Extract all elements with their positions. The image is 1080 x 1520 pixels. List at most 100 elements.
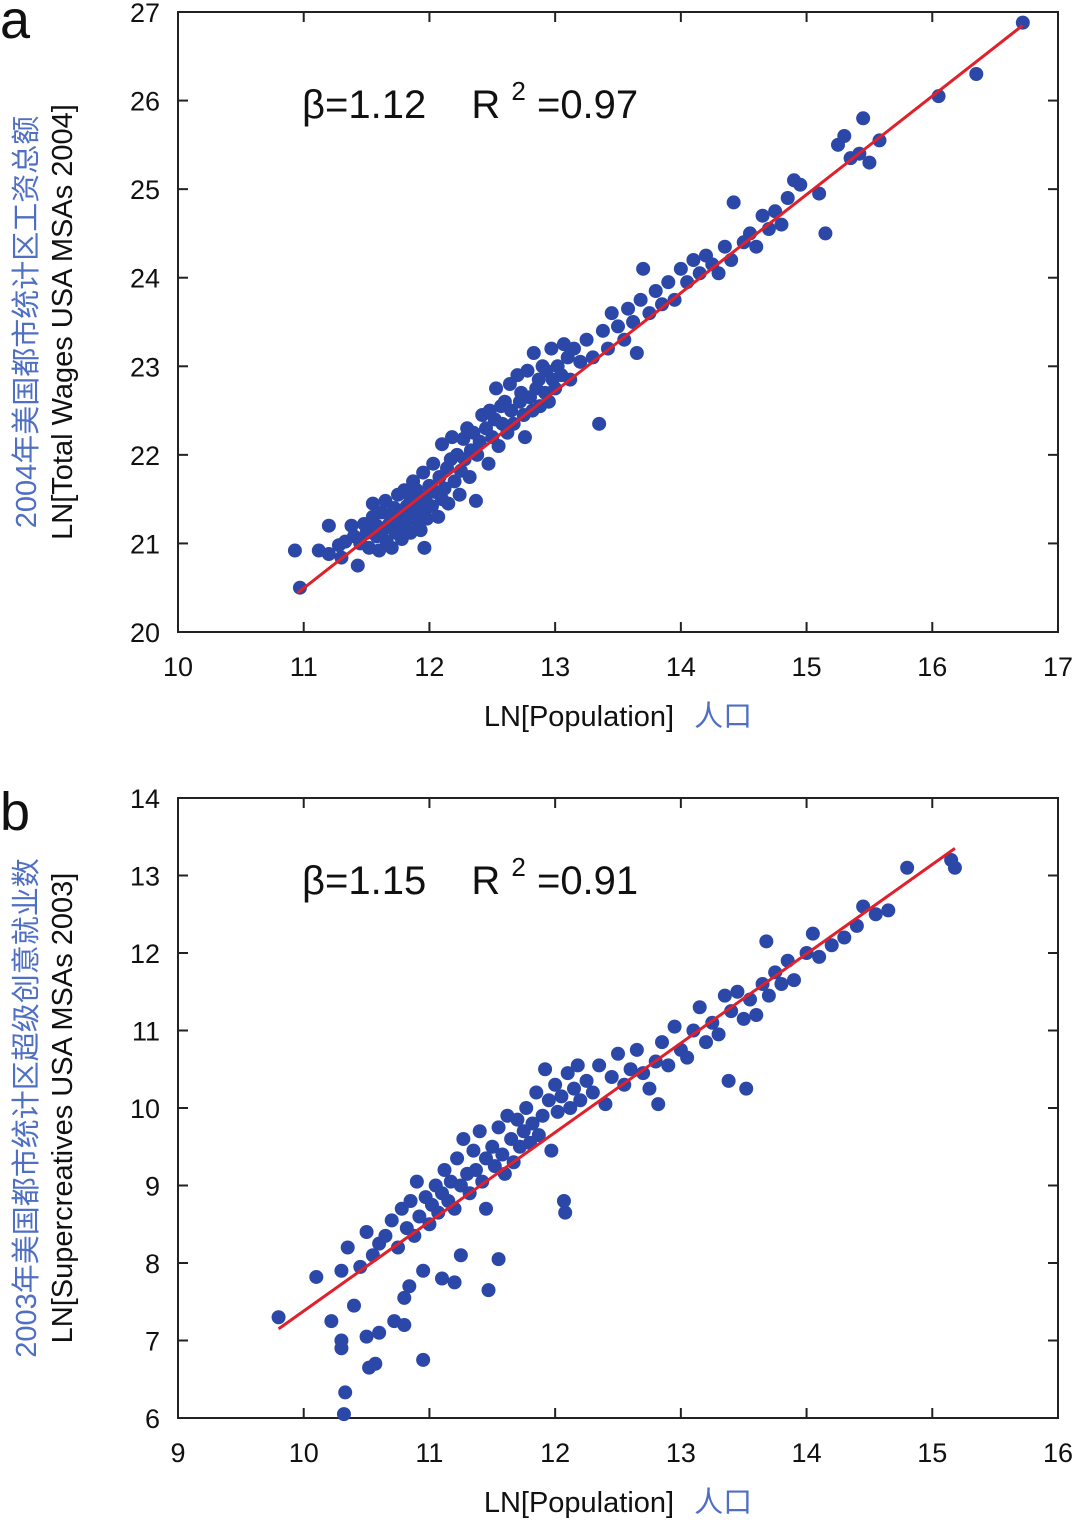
y-tick-label: 8 bbox=[145, 1249, 160, 1279]
scatter-point bbox=[969, 67, 984, 81]
scatter-point bbox=[419, 511, 434, 526]
scatter-point bbox=[724, 1004, 739, 1019]
scatter-point bbox=[780, 191, 795, 205]
x-axis-label-a: LN[Population] 人口 bbox=[484, 701, 752, 733]
scatter-point bbox=[699, 1035, 713, 1050]
scatter-point bbox=[947, 860, 962, 875]
scatter-point bbox=[856, 111, 871, 126]
scatter-point bbox=[391, 1240, 405, 1255]
scatter-point bbox=[642, 1081, 657, 1096]
scatter-point bbox=[686, 253, 701, 267]
scatter-point bbox=[673, 261, 688, 276]
scatter-point bbox=[730, 984, 745, 999]
scatter-point bbox=[554, 1089, 569, 1104]
scatter-point bbox=[717, 239, 732, 254]
x-tick-label: 17 bbox=[1043, 652, 1073, 682]
scatter-point bbox=[510, 1112, 525, 1127]
scatter-point bbox=[849, 918, 864, 933]
scatter-point bbox=[881, 903, 896, 918]
scatter-point bbox=[520, 363, 535, 378]
y-tick-label: 21 bbox=[130, 529, 160, 559]
scatter-point bbox=[755, 208, 770, 223]
panel-letter-b: b bbox=[0, 782, 30, 842]
scatter-point bbox=[736, 1011, 751, 1026]
scatter-point bbox=[453, 1248, 468, 1263]
y-tick-label: 12 bbox=[130, 939, 160, 969]
scatter-point bbox=[592, 416, 607, 431]
scatter-point bbox=[567, 341, 581, 356]
scatter-point bbox=[495, 1147, 510, 1162]
scatter-point bbox=[872, 133, 887, 148]
scatter-point bbox=[667, 1019, 682, 1034]
x-tick-label: 9 bbox=[170, 1438, 185, 1468]
r2-exp-b: 2 bbox=[511, 852, 525, 882]
scatter-point bbox=[604, 1070, 619, 1084]
scatter-point bbox=[402, 1279, 417, 1294]
scatter-point bbox=[579, 1073, 594, 1088]
x-axis-label-cn-b: 人口 bbox=[694, 1487, 752, 1519]
scatter-point bbox=[468, 1163, 483, 1177]
scatter-point bbox=[287, 543, 302, 558]
scatter-point bbox=[472, 1124, 487, 1139]
scatter-point bbox=[397, 1318, 412, 1332]
scatter-point bbox=[456, 431, 471, 446]
scatter-point bbox=[548, 1077, 563, 1092]
scatter-point bbox=[648, 284, 663, 298]
scatter-point bbox=[416, 465, 431, 480]
scatter-point bbox=[491, 1120, 506, 1135]
scatter-point bbox=[556, 1194, 571, 1208]
scatter-point bbox=[309, 1269, 324, 1284]
scatter-point bbox=[531, 1128, 546, 1143]
panel-letter-a: a bbox=[0, 0, 31, 50]
scatter-point bbox=[456, 1132, 471, 1146]
scatter-point bbox=[544, 341, 559, 356]
scatter-point bbox=[837, 930, 852, 945]
scatter-point bbox=[774, 217, 789, 232]
scatter-point bbox=[324, 1314, 339, 1329]
scatter-point bbox=[384, 1213, 399, 1228]
scatter-point bbox=[717, 988, 732, 1003]
x-tick-label: 13 bbox=[540, 652, 570, 682]
annotation-b: β=1.15 R 2 =0.91 bbox=[302, 841, 638, 903]
scatter-point bbox=[739, 1081, 754, 1096]
x-tick-label: 12 bbox=[540, 1438, 570, 1468]
scatter-point bbox=[447, 474, 462, 489]
scatter-point bbox=[350, 558, 365, 573]
scatter-point bbox=[338, 1385, 353, 1400]
x-tick-label: 12 bbox=[414, 652, 444, 682]
scatter-point bbox=[563, 1101, 578, 1115]
scatter-point bbox=[604, 306, 619, 321]
axis-ticks-a: 10 11 12 13 14 15 16 17 20 21 22 23 24 25 26 27 bbox=[130, 0, 1073, 682]
scatter-point bbox=[412, 1209, 427, 1224]
scatter-point bbox=[481, 1283, 496, 1298]
scatter-point bbox=[416, 1352, 431, 1367]
scatter-point bbox=[424, 499, 439, 514]
scatter-point bbox=[544, 1143, 559, 1158]
scatter-point bbox=[749, 239, 764, 254]
y-tick-label: 11 bbox=[132, 1017, 160, 1047]
y-tick-label: 23 bbox=[130, 352, 160, 382]
scatter-point bbox=[661, 275, 676, 290]
scatter-points-a bbox=[287, 15, 1030, 595]
scatter-point bbox=[368, 1356, 383, 1371]
scatter-point bbox=[595, 323, 610, 338]
scatter-point bbox=[489, 381, 504, 396]
y-axis-label-cn-b: 2003年美国都市统计区超级创意就业数 bbox=[10, 858, 43, 1358]
scatter-point bbox=[487, 1159, 502, 1174]
scatter-point bbox=[409, 1174, 424, 1189]
r2-prefix-b: R bbox=[471, 859, 500, 903]
scatter-point bbox=[812, 186, 827, 201]
scatter-point bbox=[417, 540, 432, 555]
scatter-point bbox=[651, 1097, 666, 1112]
scatter-point bbox=[692, 1000, 707, 1015]
scatter-point bbox=[466, 1143, 481, 1158]
x-tick-label: 11 bbox=[290, 652, 318, 682]
scatter-point bbox=[749, 1008, 764, 1022]
scatter-point bbox=[592, 1058, 607, 1073]
y-tick-label: 7 bbox=[145, 1327, 160, 1357]
x-tick-label: 16 bbox=[1043, 1438, 1073, 1468]
r2-value-b: =0.91 bbox=[537, 859, 638, 903]
x-tick-label: 15 bbox=[917, 1438, 947, 1468]
scatter-point bbox=[567, 1081, 581, 1096]
y-axis-label-a: LN[Total Wages USA MSAs 2004] bbox=[47, 104, 79, 540]
